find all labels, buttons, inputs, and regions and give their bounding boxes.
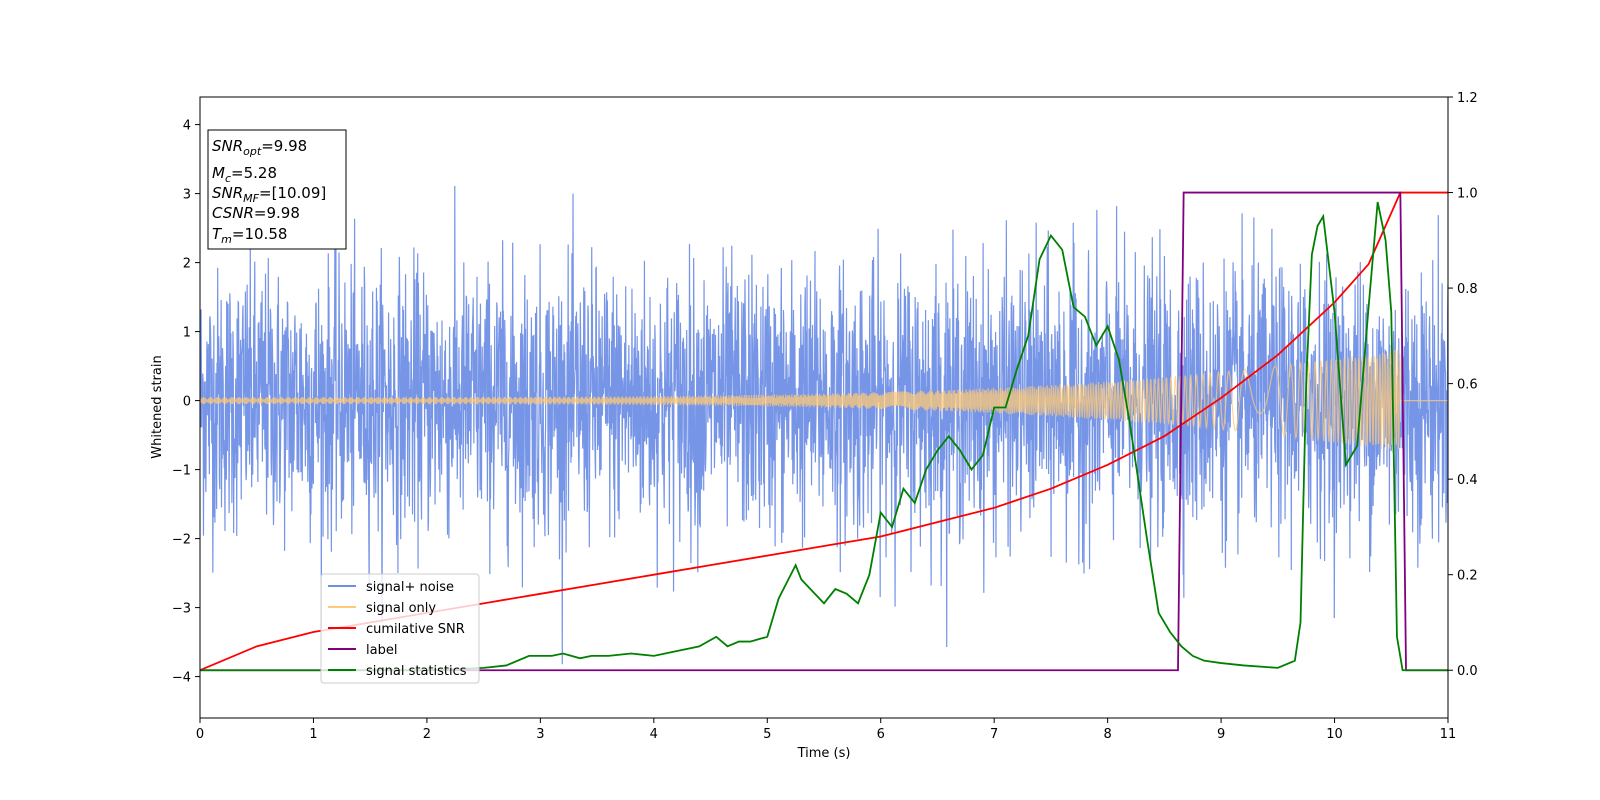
x-tick-label: 1 [309,727,317,742]
legend-label-label: label [366,643,397,658]
x-tick-label: 11 [1440,727,1457,742]
legend-frame [320,573,480,684]
y-tick-label: 3 [183,188,191,203]
info-box: SNRopt=9.98 Mc=5.28 SNRMF=[10.09] CSNR=9… [207,129,347,250]
x-tick-label: 2 [423,727,431,742]
x-tick-label: 4 [650,727,658,742]
y-tick-label: −2 [172,533,191,548]
y2-tick-label: 0.6 [1457,378,1478,393]
legend-label-signal-statistics: signal statistics [366,664,467,679]
y2-tick-label: 1.2 [1457,91,1478,106]
legend-label-signal-only: signal only [366,601,436,616]
y2-tick-label: 0.4 [1457,473,1478,488]
series-signal-noise [200,185,1448,665]
y-axis-left: 4 3 2 1 0 −1 −2 −3 −4 [172,119,200,686]
x-axis-label: Time (s) [797,746,851,761]
info-snr-mf: SNRMF=[10.09] [212,184,326,205]
y-tick-label: −3 [172,602,191,617]
y-tick-label: 2 [183,257,191,272]
info-csnr: CSNR=9.98 [212,204,300,222]
y-tick-label: 0 [183,395,191,410]
legend-label-signal-noise: signal+ noise [366,580,454,595]
legend-label-cumulative-snr: cumilative SNR [366,622,465,637]
x-tick-label: 0 [196,727,204,742]
y-axis-label: Whitened strain [150,355,165,458]
y2-tick-label: 1.0 [1457,187,1478,202]
series-signal-statistics [200,201,1448,672]
y-axis-right: 1.2 1.0 0.8 0.6 0.4 0.2 0.0 [1448,91,1478,679]
y-tick-label: 1 [183,326,191,341]
x-tick-label: 8 [1103,727,1111,742]
x-tick-label: 5 [763,727,771,742]
x-tick-label: 6 [877,727,885,742]
y-tick-label: −4 [172,671,191,686]
y-tick-label: 4 [183,119,191,134]
info-tm: Tm=10.58 [212,225,287,246]
info-snr-opt: SNRopt=9.98 [212,137,307,158]
x-axis: 0 1 2 3 4 5 6 7 8 9 10 11 [196,718,1456,742]
x-tick-label: 9 [1217,727,1225,742]
y2-tick-label: 0.2 [1457,569,1478,584]
info-mc: Mc=5.28 [212,164,277,185]
series-signal-only [200,349,1448,451]
y-tick-label: −1 [172,464,191,479]
x-tick-label: 10 [1326,727,1343,742]
y2-tick-label: 0.8 [1457,282,1478,297]
info-box-frame [207,129,347,250]
x-tick-label: 3 [536,727,544,742]
y2-tick-label: 0.0 [1457,664,1478,679]
legend: signal+ noise signal only cumilative SNR… [320,573,480,684]
plot-frame [199,96,1449,719]
x-tick-label: 7 [990,727,998,742]
